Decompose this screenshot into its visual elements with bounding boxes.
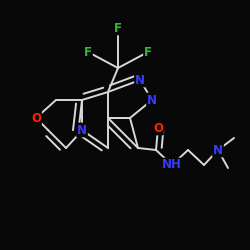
Text: N: N: [77, 124, 87, 136]
Text: N: N: [147, 94, 157, 106]
Text: O: O: [31, 112, 41, 124]
Text: F: F: [84, 46, 92, 59]
Text: NH: NH: [162, 158, 182, 172]
Text: N: N: [135, 74, 145, 86]
Text: N: N: [213, 144, 223, 156]
Text: O: O: [153, 122, 163, 134]
Text: F: F: [144, 46, 152, 59]
Text: F: F: [114, 22, 122, 35]
